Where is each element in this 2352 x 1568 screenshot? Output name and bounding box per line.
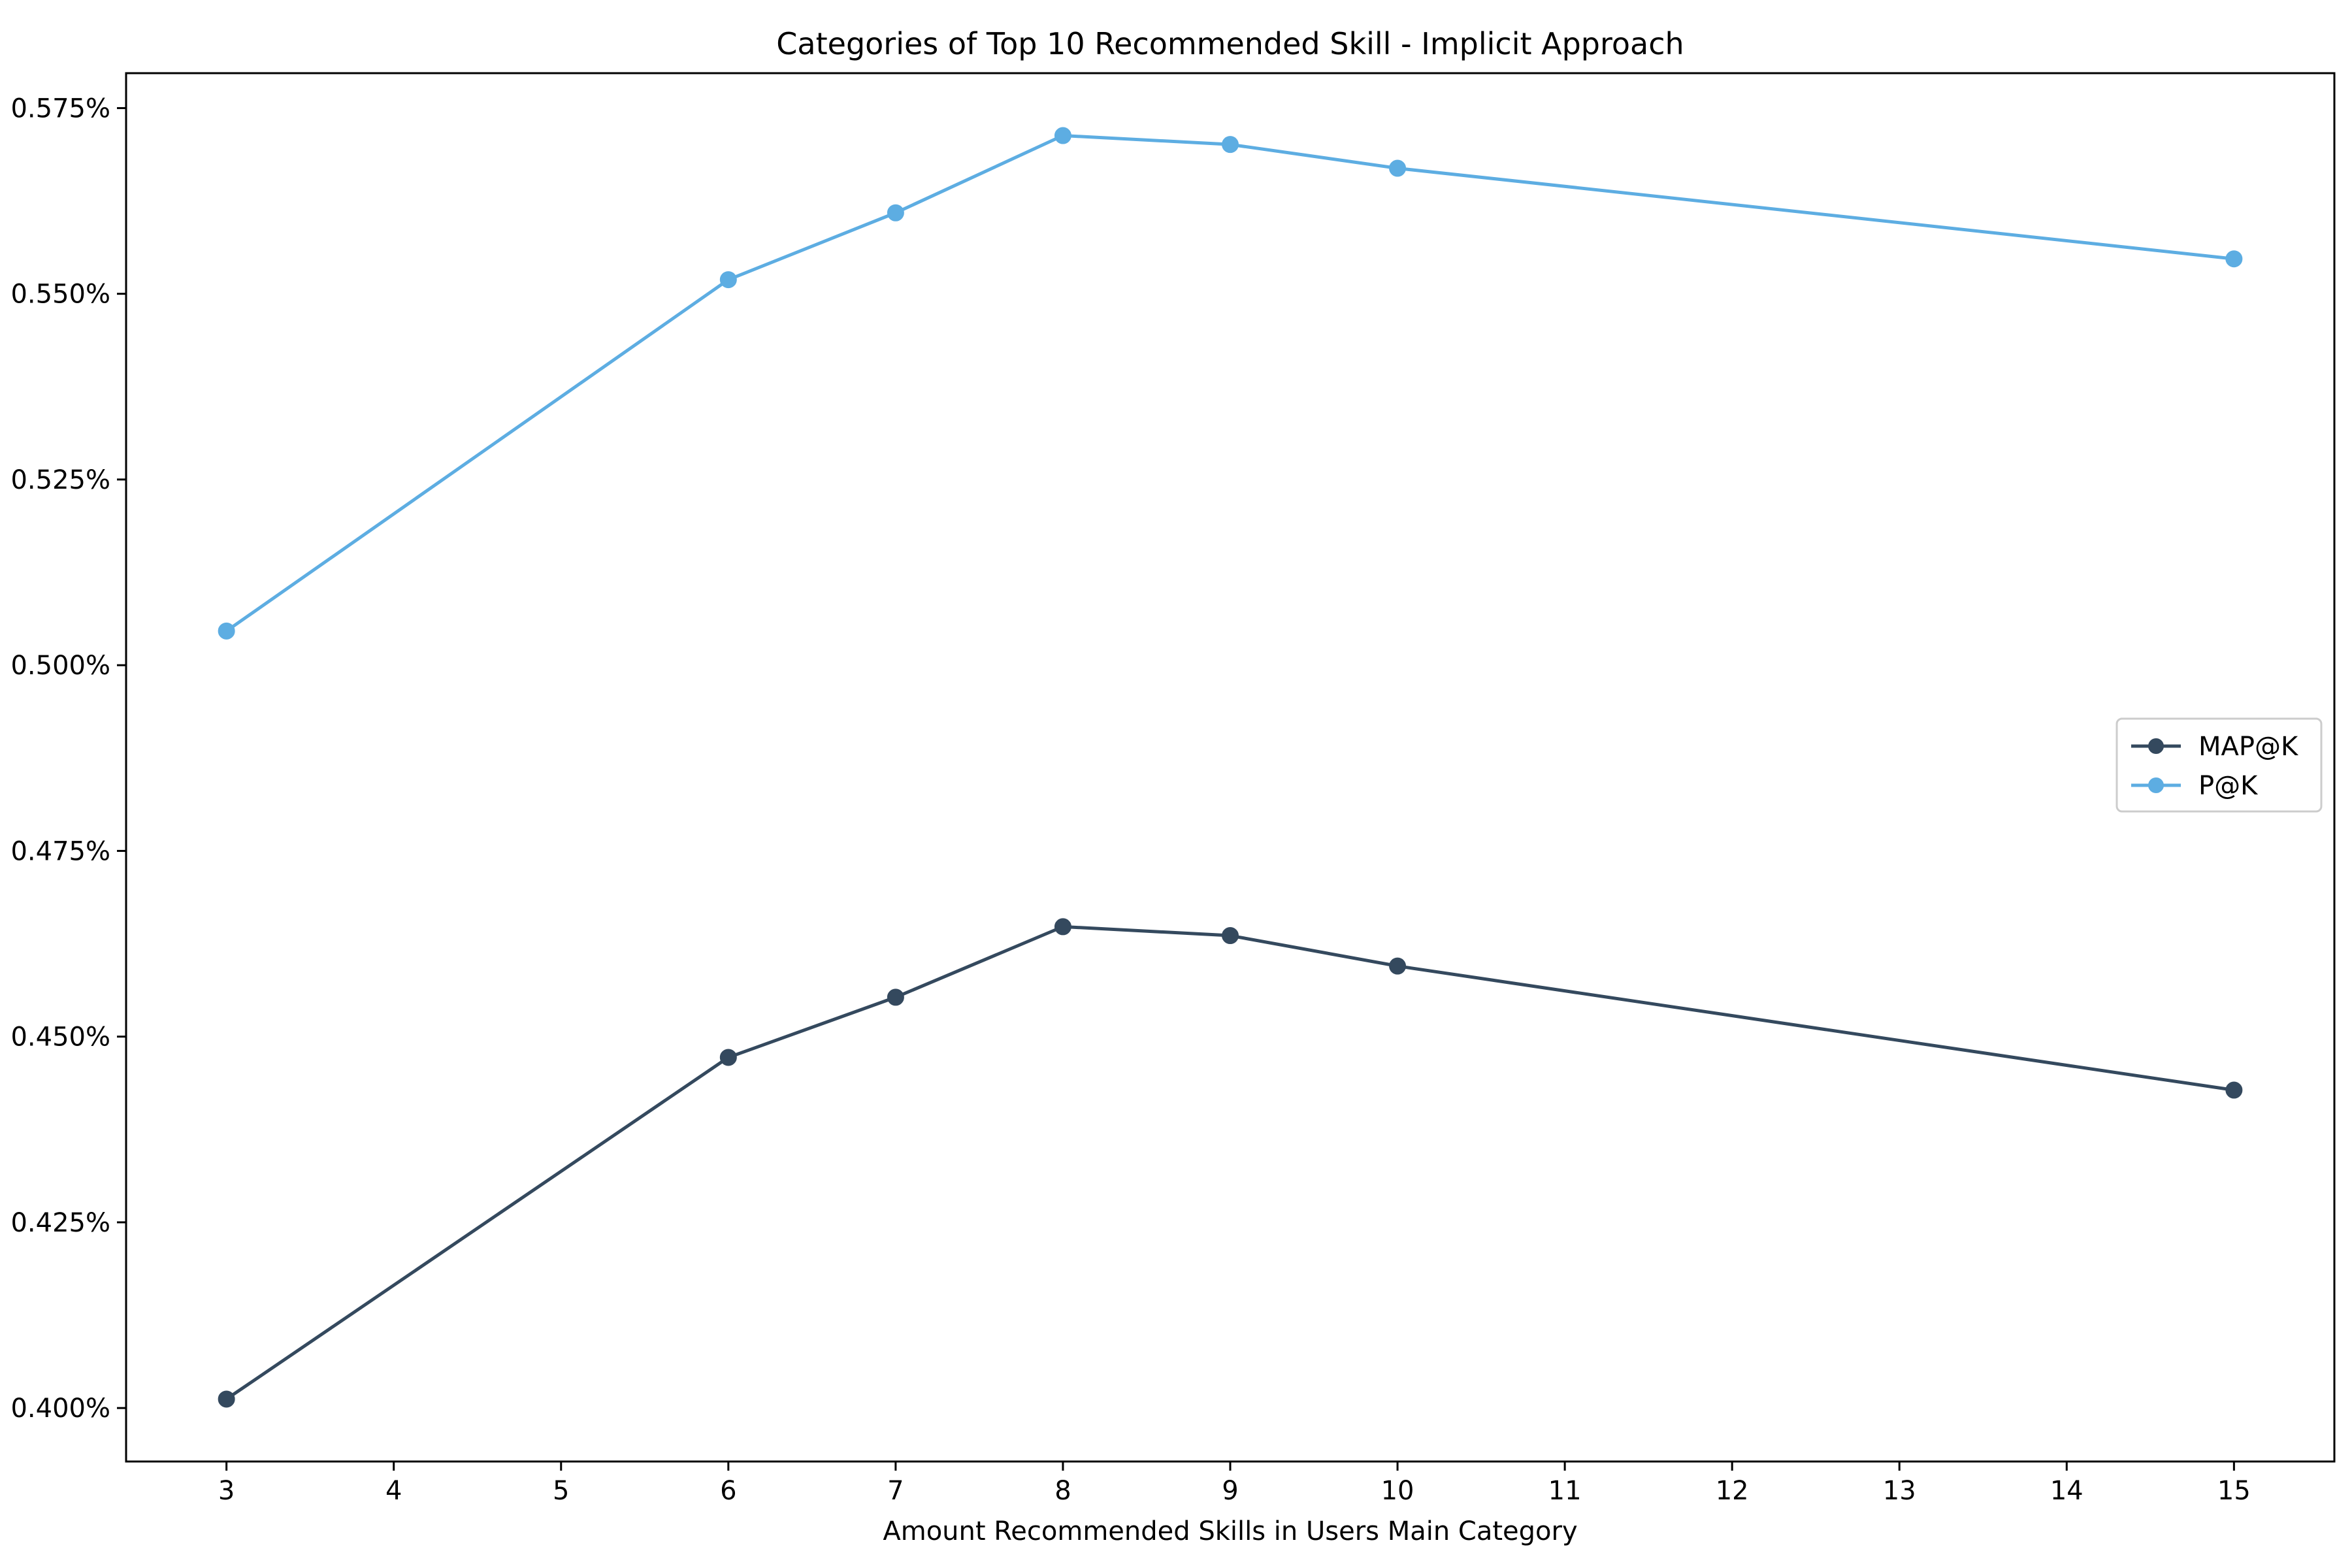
x-tick-label: 5 <box>553 1476 569 1506</box>
chart-title: Categories of Top 10 Recommended Skill -… <box>776 26 1684 61</box>
x-tick-label: 6 <box>720 1476 736 1506</box>
legend-label-p-k: P@K <box>2198 771 2259 801</box>
x-tick-label: 14 <box>2050 1476 2083 1506</box>
x-tick-label: 13 <box>1883 1476 1916 1506</box>
x-tick-label: 8 <box>1054 1476 1071 1506</box>
x-axis-label: Amount Recommended Skills in Users Main … <box>883 1516 1577 1546</box>
data-point-p-k <box>719 271 737 289</box>
y-tick-label: 0.550% <box>10 280 110 310</box>
y-tick-label: 0.575% <box>10 93 110 123</box>
data-point-map-k <box>2225 1081 2243 1099</box>
axes: 3 4 5 6 7 8 9 10 11 12 13 14 15 0.400% 0.425% 0.450% 0.4… <box>10 72 2336 1506</box>
y-tick-label: 0.500% <box>10 651 110 681</box>
y-tick-label: 0.475% <box>10 836 110 866</box>
x-tick-label: 3 <box>218 1476 235 1506</box>
data-point-p-k <box>1054 127 1071 144</box>
legend-marker-map-k <box>2148 738 2164 754</box>
data-point-p-k <box>218 622 235 640</box>
data-point-p-k <box>1389 159 1407 177</box>
y-tick-label: 0.450% <box>10 1022 110 1053</box>
data-point-p-k <box>2225 250 2243 268</box>
legend-box <box>2115 717 2323 813</box>
data-point-map-k <box>1054 918 1071 936</box>
data-point-map-k <box>887 988 904 1006</box>
x-tick-label: 4 <box>385 1476 402 1506</box>
legend-label-map-k: MAP@K <box>2198 732 2299 762</box>
y-tick-label: 0.425% <box>10 1208 110 1238</box>
plot-area <box>218 127 2243 1408</box>
x-tick-label: 9 <box>1222 1476 1238 1506</box>
x-tick-label: 12 <box>1716 1476 1749 1506</box>
data-point-map-k <box>218 1390 235 1408</box>
data-point-p-k <box>887 204 904 221</box>
data-point-map-k <box>1222 927 1239 945</box>
x-tick-label: 11 <box>1548 1476 1582 1506</box>
x-tick-label: 7 <box>887 1476 904 1506</box>
x-tick-label: 15 <box>2217 1476 2251 1506</box>
data-point-p-k <box>1222 136 1239 154</box>
legend-marker-p-k <box>2148 777 2164 793</box>
y-tick-label: 0.525% <box>10 465 110 495</box>
legend: MAP@K P@K <box>2115 717 2323 813</box>
x-tick-label: 10 <box>1381 1476 1414 1506</box>
y-tick-label: 0.400% <box>10 1394 110 1424</box>
data-point-map-k <box>1389 957 1407 975</box>
data-point-map-k <box>719 1049 737 1066</box>
